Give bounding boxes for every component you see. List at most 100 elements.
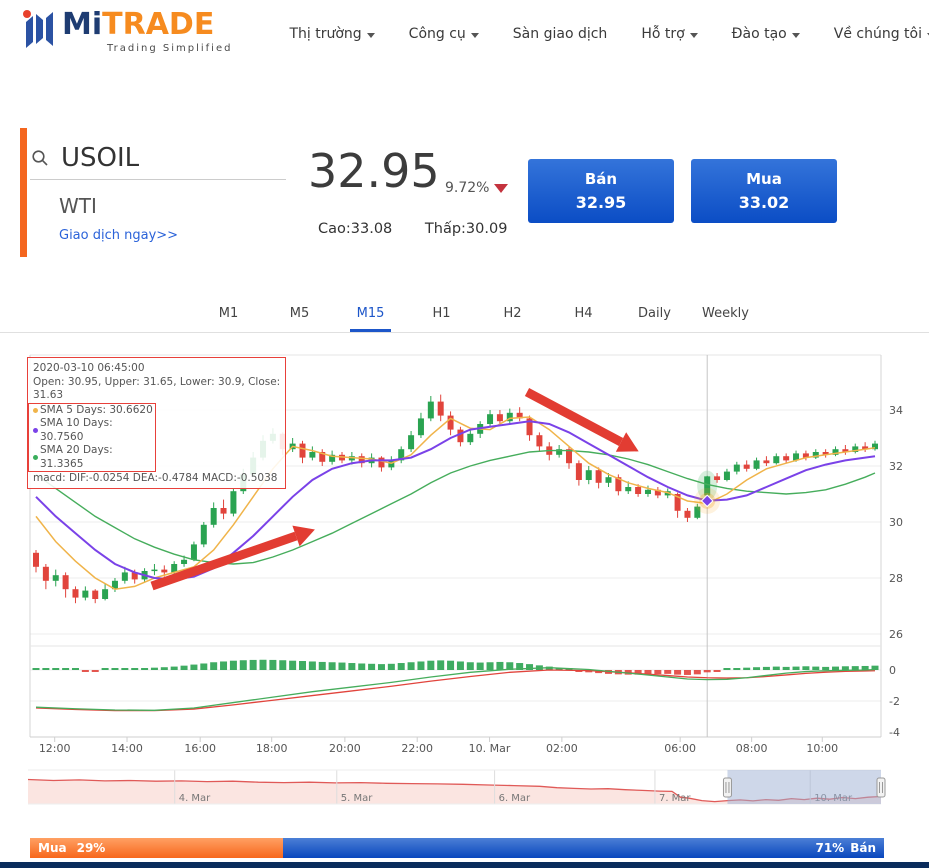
- chevron-down-icon: [366, 33, 375, 38]
- svg-text:16:00: 16:00: [184, 742, 216, 755]
- current-price: 32.95: [308, 144, 440, 198]
- sma-color-dot: [33, 428, 38, 433]
- nav-item[interactable]: Sàn giao dịch: [513, 26, 608, 42]
- macd-dea-line: [35, 669, 876, 712]
- trend-arrow-shaft: [150, 531, 298, 591]
- nav-item[interactable]: Hỗ trợ: [641, 26, 698, 42]
- nav-item[interactable]: Công cụ: [409, 26, 479, 42]
- footer-strip: [0, 862, 929, 868]
- svg-text:32: 32: [889, 460, 903, 473]
- svg-text:10:00: 10:00: [806, 742, 838, 755]
- logo[interactable]: MiTRADE Trading Simplified: [20, 8, 232, 54]
- nav-item-label: Thị trường: [289, 26, 362, 42]
- svg-text:-4: -4: [889, 726, 900, 739]
- sma-color-dot: [33, 455, 38, 460]
- symbol-title: USOIL: [61, 143, 140, 173]
- tooltip-sma-row: SMA 5 Days: 30.6620: [33, 404, 155, 418]
- tooltip-macd: macd: DIF:-0.0254 DEA:-0.4784 MACD:-0.50…: [33, 472, 278, 484]
- tab-m1[interactable]: M1: [218, 306, 239, 321]
- sma-color-dot: [33, 407, 38, 413]
- accent-bar: [20, 128, 27, 257]
- high-low-row: Cao:33.08 Thấp:30.09: [318, 221, 507, 237]
- tooltip-sma-box: SMA 5 Days: 30.6620 SMA 10 Days: 30.7560 S…: [28, 402, 156, 472]
- nav-item-label: Về chúng tôi: [833, 26, 922, 42]
- svg-text:22:00: 22:00: [401, 742, 433, 755]
- svg-text:-2: -2: [889, 695, 900, 708]
- sell-button[interactable]: Bán 32.95: [528, 159, 674, 223]
- nav-item-label: Công cụ: [408, 26, 466, 42]
- navigator-handle[interactable]: [876, 777, 886, 798]
- symbol-divider: [30, 179, 286, 180]
- chart-section: 34 32 30 28 26 0 -2 -4 12:00 14:00 16:00 18:00 20:00…: [0, 352, 929, 762]
- svg-text:6. Mar: 6. Mar: [499, 793, 531, 804]
- search-icon[interactable]: [31, 149, 49, 167]
- tooltip-ohlc: Open: 30.95, Upper: 31.65, Lower: 30.9, …: [33, 375, 281, 402]
- tab-daily[interactable]: Daily: [638, 306, 671, 321]
- high-value: Cao:33.08: [318, 221, 393, 237]
- trend-arrow-shaft: [524, 388, 624, 446]
- nav-item-label: Đào tạo: [731, 26, 787, 42]
- navigator-area-fill: [28, 779, 881, 804]
- svg-text:0: 0: [889, 664, 896, 677]
- chevron-down-icon: [689, 33, 698, 38]
- sma5-line: [35, 416, 876, 590]
- svg-text:14:00: 14:00: [111, 742, 143, 755]
- svg-text:4. Mar: 4. Mar: [179, 793, 211, 804]
- price-chart[interactable]: 34 32 30 28 26 0 -2 -4 12:00 14:00 16:00 18:00 20:00…: [0, 352, 929, 762]
- sentiment-sell-segment: 71% Bán: [283, 838, 884, 858]
- macd-dif-line: [35, 667, 876, 711]
- tab-weekly[interactable]: Weekly: [702, 306, 749, 321]
- svg-text:02:00: 02:00: [546, 742, 578, 755]
- timeframe-tabs-row: M1 M5 M15 H1 H2 H4 Daily Weekly: [0, 299, 929, 333]
- sentiment-bar: Mua 29% 71% Bán: [30, 838, 884, 858]
- svg-text:30: 30: [889, 516, 903, 529]
- symbol-subtitle: WTI: [59, 194, 97, 218]
- trade-now-link[interactable]: Giao dịch ngay>>: [59, 228, 179, 243]
- svg-text:34: 34: [889, 404, 903, 417]
- navigator-handle[interactable]: [722, 777, 732, 798]
- svg-text:26: 26: [889, 628, 903, 641]
- trend-arrow-head: [292, 525, 315, 547]
- svg-text:10. Mar: 10. Mar: [469, 742, 511, 755]
- timeframe-tabs: M1 M5 M15 H1 H2 H4 Daily Weekly: [193, 299, 761, 332]
- trend-arrow-head: [615, 432, 639, 452]
- nav-item[interactable]: Đào tạo: [732, 26, 800, 42]
- svg-text:18:00: 18:00: [256, 742, 288, 755]
- buy-button[interactable]: Mua 33.02: [691, 159, 837, 223]
- svg-text:28: 28: [889, 572, 903, 585]
- mitrade-logo-icon: [23, 10, 53, 48]
- price-down-icon: [494, 183, 509, 193]
- logo-text: MiTRADE: [62, 7, 215, 42]
- chevron-down-icon: [927, 33, 929, 38]
- tooltip-datetime: 2020-03-10 06:45:00: [33, 362, 145, 374]
- tooltip-sma-row: SMA 20 Days: 31.3365: [33, 444, 155, 471]
- tab-h2[interactable]: H2: [503, 306, 522, 321]
- svg-text:20:00: 20:00: [329, 742, 361, 755]
- tab-m15[interactable]: M15: [335, 299, 406, 332]
- svg-text:5. Mar: 5. Mar: [341, 793, 373, 804]
- tooltip-sma-row: SMA 10 Days: 30.7560: [33, 417, 155, 444]
- tab-m5[interactable]: M5: [289, 306, 310, 321]
- svg-text:12:00: 12:00: [39, 742, 71, 755]
- nav-item[interactable]: Thị trường: [289, 26, 375, 42]
- low-value: Thấp:30.09: [424, 221, 508, 237]
- sentiment-buy-segment: Mua 29%: [30, 838, 284, 858]
- candles-layer: [33, 394, 878, 604]
- nav-item-label: Sàn giao dịch: [512, 26, 608, 42]
- tab-h4[interactable]: H4: [574, 306, 593, 321]
- svg-text:7. Mar: 7. Mar: [659, 793, 691, 804]
- change-percent: 9.72%: [445, 180, 509, 196]
- logo-tagline: Trading Simplified: [107, 43, 233, 54]
- navigator-selection[interactable]: [727, 770, 881, 804]
- svg-text:08:00: 08:00: [736, 742, 768, 755]
- nav-item[interactable]: Về chúng tôi: [834, 26, 929, 42]
- marker-diamond: [700, 494, 714, 508]
- chevron-down-icon: [791, 33, 800, 38]
- macd-histogram: [32, 659, 879, 675]
- sma20-line: [35, 449, 876, 565]
- svg-text:06:00: 06:00: [664, 742, 696, 755]
- chart-tooltip: 2020-03-10 06:45:00 Open: 30.95, Upper: …: [27, 357, 286, 489]
- tab-h1[interactable]: H1: [432, 306, 451, 321]
